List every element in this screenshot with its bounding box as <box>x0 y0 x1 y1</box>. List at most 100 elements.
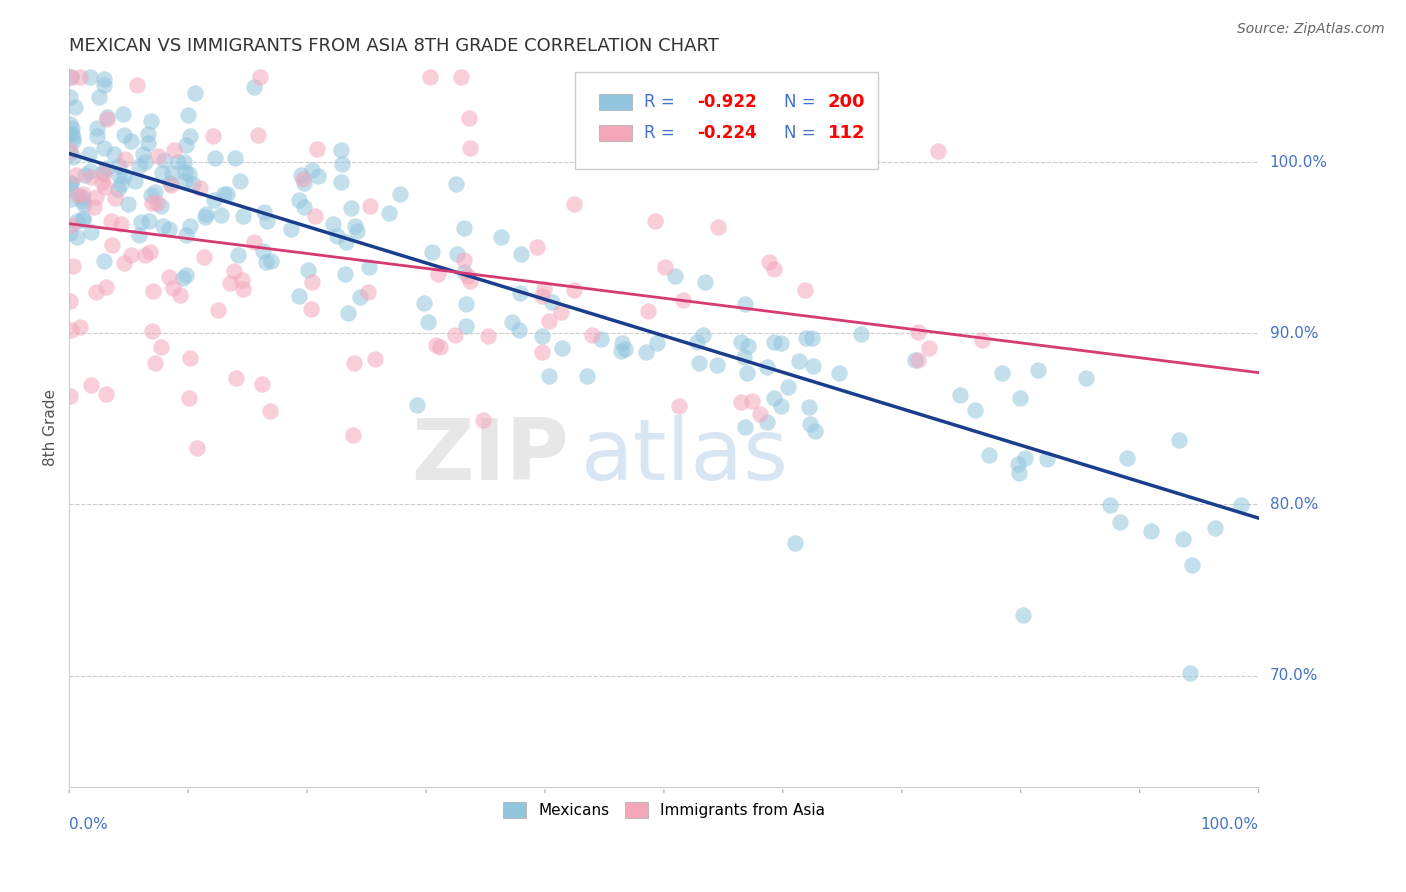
Point <box>734 350 756 364</box>
Point <box>150 340 173 354</box>
Point <box>741 394 763 409</box>
Point <box>254 255 277 269</box>
Point <box>734 297 756 311</box>
Point <box>186 441 208 455</box>
Point <box>778 380 800 394</box>
Point <box>66 188 89 202</box>
Point <box>349 290 371 304</box>
Point <box>749 407 772 421</box>
Point <box>103 147 125 161</box>
Point <box>288 193 311 207</box>
Point <box>610 335 633 350</box>
Point <box>134 154 156 169</box>
Point <box>139 114 162 128</box>
Text: 100.0%: 100.0% <box>1201 817 1258 832</box>
Point <box>329 143 352 157</box>
Point <box>174 268 197 282</box>
Point <box>458 274 481 288</box>
Point <box>755 359 778 374</box>
Point <box>456 319 478 334</box>
Point <box>117 197 139 211</box>
Point <box>207 303 229 318</box>
Text: N =: N = <box>785 93 821 111</box>
Point <box>159 176 181 190</box>
Point <box>446 247 468 261</box>
Point <box>96 110 118 124</box>
Point <box>799 417 821 431</box>
Point <box>589 333 612 347</box>
Point <box>250 376 273 391</box>
Point <box>1014 450 1036 465</box>
Point <box>63 100 86 114</box>
Point <box>112 107 135 121</box>
Point <box>69 319 91 334</box>
Point <box>359 199 381 213</box>
Point <box>668 399 690 413</box>
Point <box>62 260 84 274</box>
Point <box>112 128 135 142</box>
Point <box>93 72 115 87</box>
Point <box>83 200 105 214</box>
Point <box>58 90 80 104</box>
Point <box>249 70 271 84</box>
Point <box>215 187 238 202</box>
Point <box>280 222 302 236</box>
Point <box>141 188 163 202</box>
Point <box>297 263 319 277</box>
Point <box>188 181 211 195</box>
Point <box>107 159 129 173</box>
Point <box>90 175 112 189</box>
Point <box>706 220 728 235</box>
Text: ZIP: ZIP <box>411 415 569 498</box>
Point <box>827 367 849 381</box>
Point <box>59 192 82 206</box>
Point <box>174 227 197 242</box>
Point <box>247 128 270 142</box>
Text: atlas: atlas <box>581 415 789 498</box>
Point <box>793 136 815 151</box>
Point <box>124 173 146 187</box>
Point <box>1026 363 1049 377</box>
Point <box>72 212 94 227</box>
Point <box>654 260 676 275</box>
Point <box>509 286 531 301</box>
Point <box>84 189 107 203</box>
Text: 112: 112 <box>828 124 866 142</box>
Point <box>222 264 245 278</box>
Point <box>538 314 561 328</box>
Point <box>150 166 173 180</box>
Point <box>1074 370 1097 384</box>
Point <box>242 80 264 95</box>
Point <box>91 165 114 179</box>
Point <box>94 180 117 194</box>
Point <box>60 218 83 232</box>
Point <box>58 128 80 142</box>
Point <box>62 150 84 164</box>
Point <box>59 323 82 337</box>
Point <box>201 128 224 143</box>
Point <box>363 351 385 366</box>
Point <box>59 70 82 84</box>
Point <box>87 90 110 104</box>
Point <box>637 303 659 318</box>
Point <box>138 245 160 260</box>
Point <box>330 157 353 171</box>
Point <box>907 352 929 367</box>
Point <box>785 536 807 550</box>
Point <box>172 270 194 285</box>
Point <box>794 284 817 298</box>
Point <box>59 389 82 403</box>
Point <box>129 215 152 229</box>
Point <box>194 211 217 225</box>
Point <box>104 190 127 204</box>
Point <box>134 247 156 261</box>
Point <box>343 219 366 233</box>
Point <box>204 151 226 165</box>
Point <box>141 285 163 299</box>
Point <box>60 70 83 84</box>
Point <box>1012 608 1035 623</box>
Point <box>337 306 360 320</box>
Point <box>121 248 143 262</box>
Point <box>148 149 170 163</box>
Point <box>377 206 399 220</box>
